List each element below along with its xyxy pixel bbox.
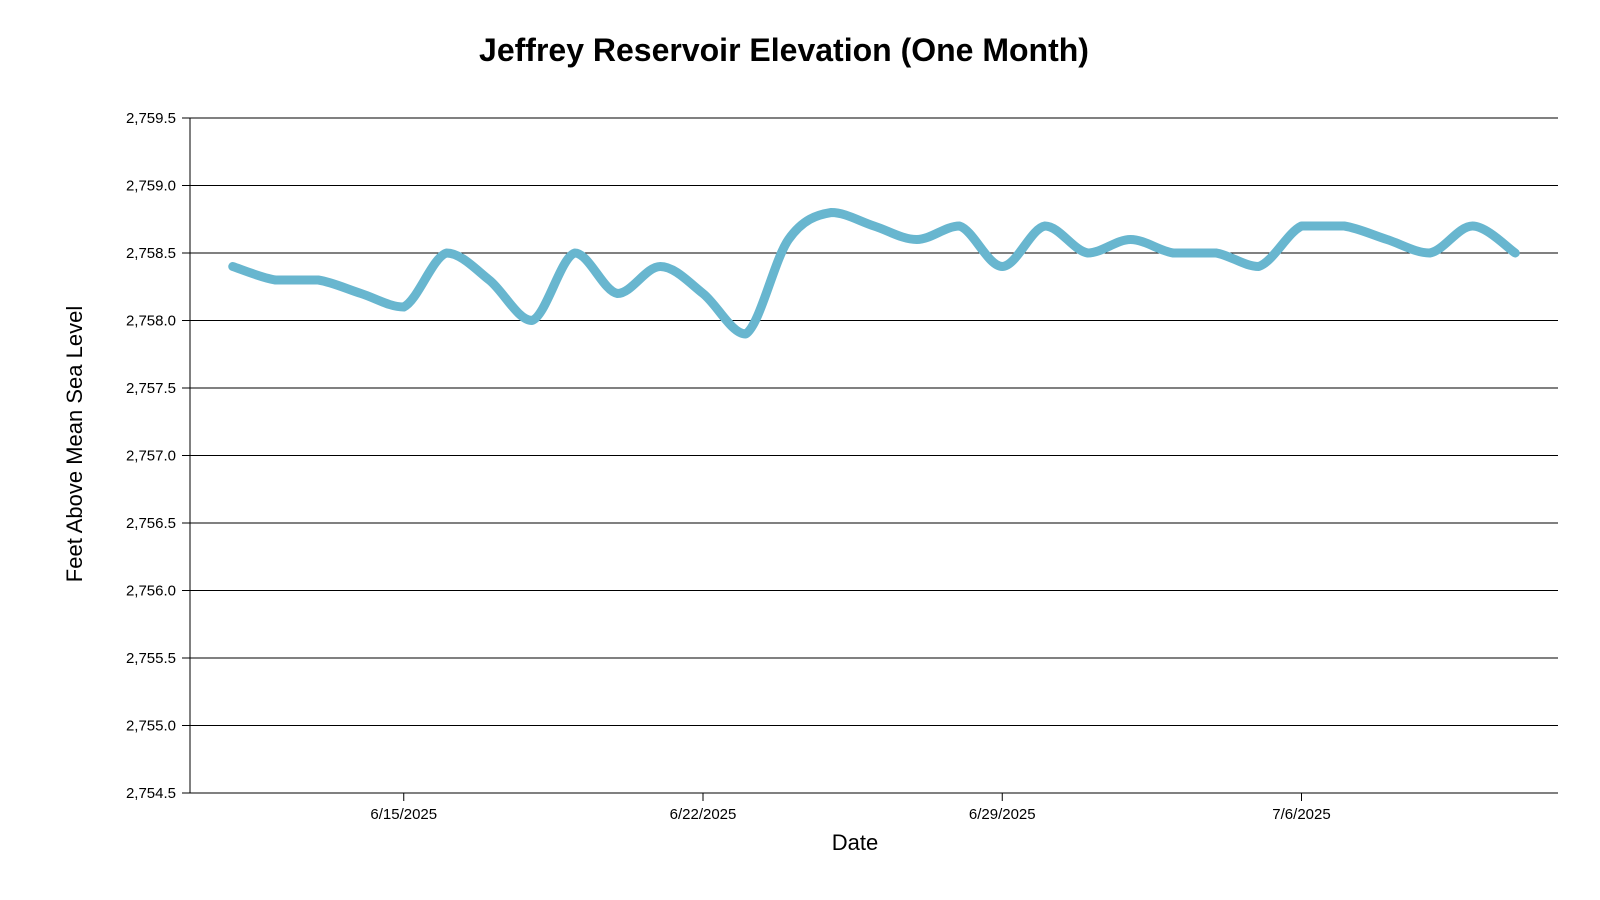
y-tick-label: 2,759.0 xyxy=(126,178,176,195)
x-axis-ticks: 6/15/2025 6/22/2025 6/29/2025 7/6/2025 xyxy=(370,793,1331,823)
elevation-series-line xyxy=(228,208,1520,339)
x-tick-label: 6/29/2025 xyxy=(969,806,1036,823)
y-tick-label: 2,756.5 xyxy=(126,515,176,532)
y-axis-ticks: 2,754.5 2,755.0 2,755.5 2,756.0 2,756.5 2,757… xyxy=(126,110,176,802)
y-tick-label: 2,758.5 xyxy=(126,245,176,262)
x-tick-label: 6/22/2025 xyxy=(670,806,737,823)
series xyxy=(228,208,1520,339)
y-tick-label: 2,754.5 xyxy=(126,785,176,802)
y-tick-label: 2,759.5 xyxy=(126,110,176,127)
y-tick-label: 2,758.0 xyxy=(126,313,176,330)
x-tick-label: 7/6/2025 xyxy=(1272,806,1330,823)
y-tick-label: 2,757.0 xyxy=(126,448,176,465)
y-tick-label: 2,756.0 xyxy=(126,583,176,600)
x-axis-label: Date xyxy=(832,830,878,855)
y-tick-label: 2,755.0 xyxy=(126,718,176,735)
gridlines xyxy=(182,117,1558,794)
y-axis-label: Feet Above Mean Sea Level xyxy=(62,306,87,582)
chart-title: Jeffrey Reservoir Elevation (One Month) xyxy=(479,32,1089,68)
x-tick-label: 6/15/2025 xyxy=(370,806,437,823)
axes xyxy=(189,118,1558,794)
y-tick-label: 2,757.5 xyxy=(126,380,176,397)
y-tick-label: 2,755.5 xyxy=(126,650,176,667)
